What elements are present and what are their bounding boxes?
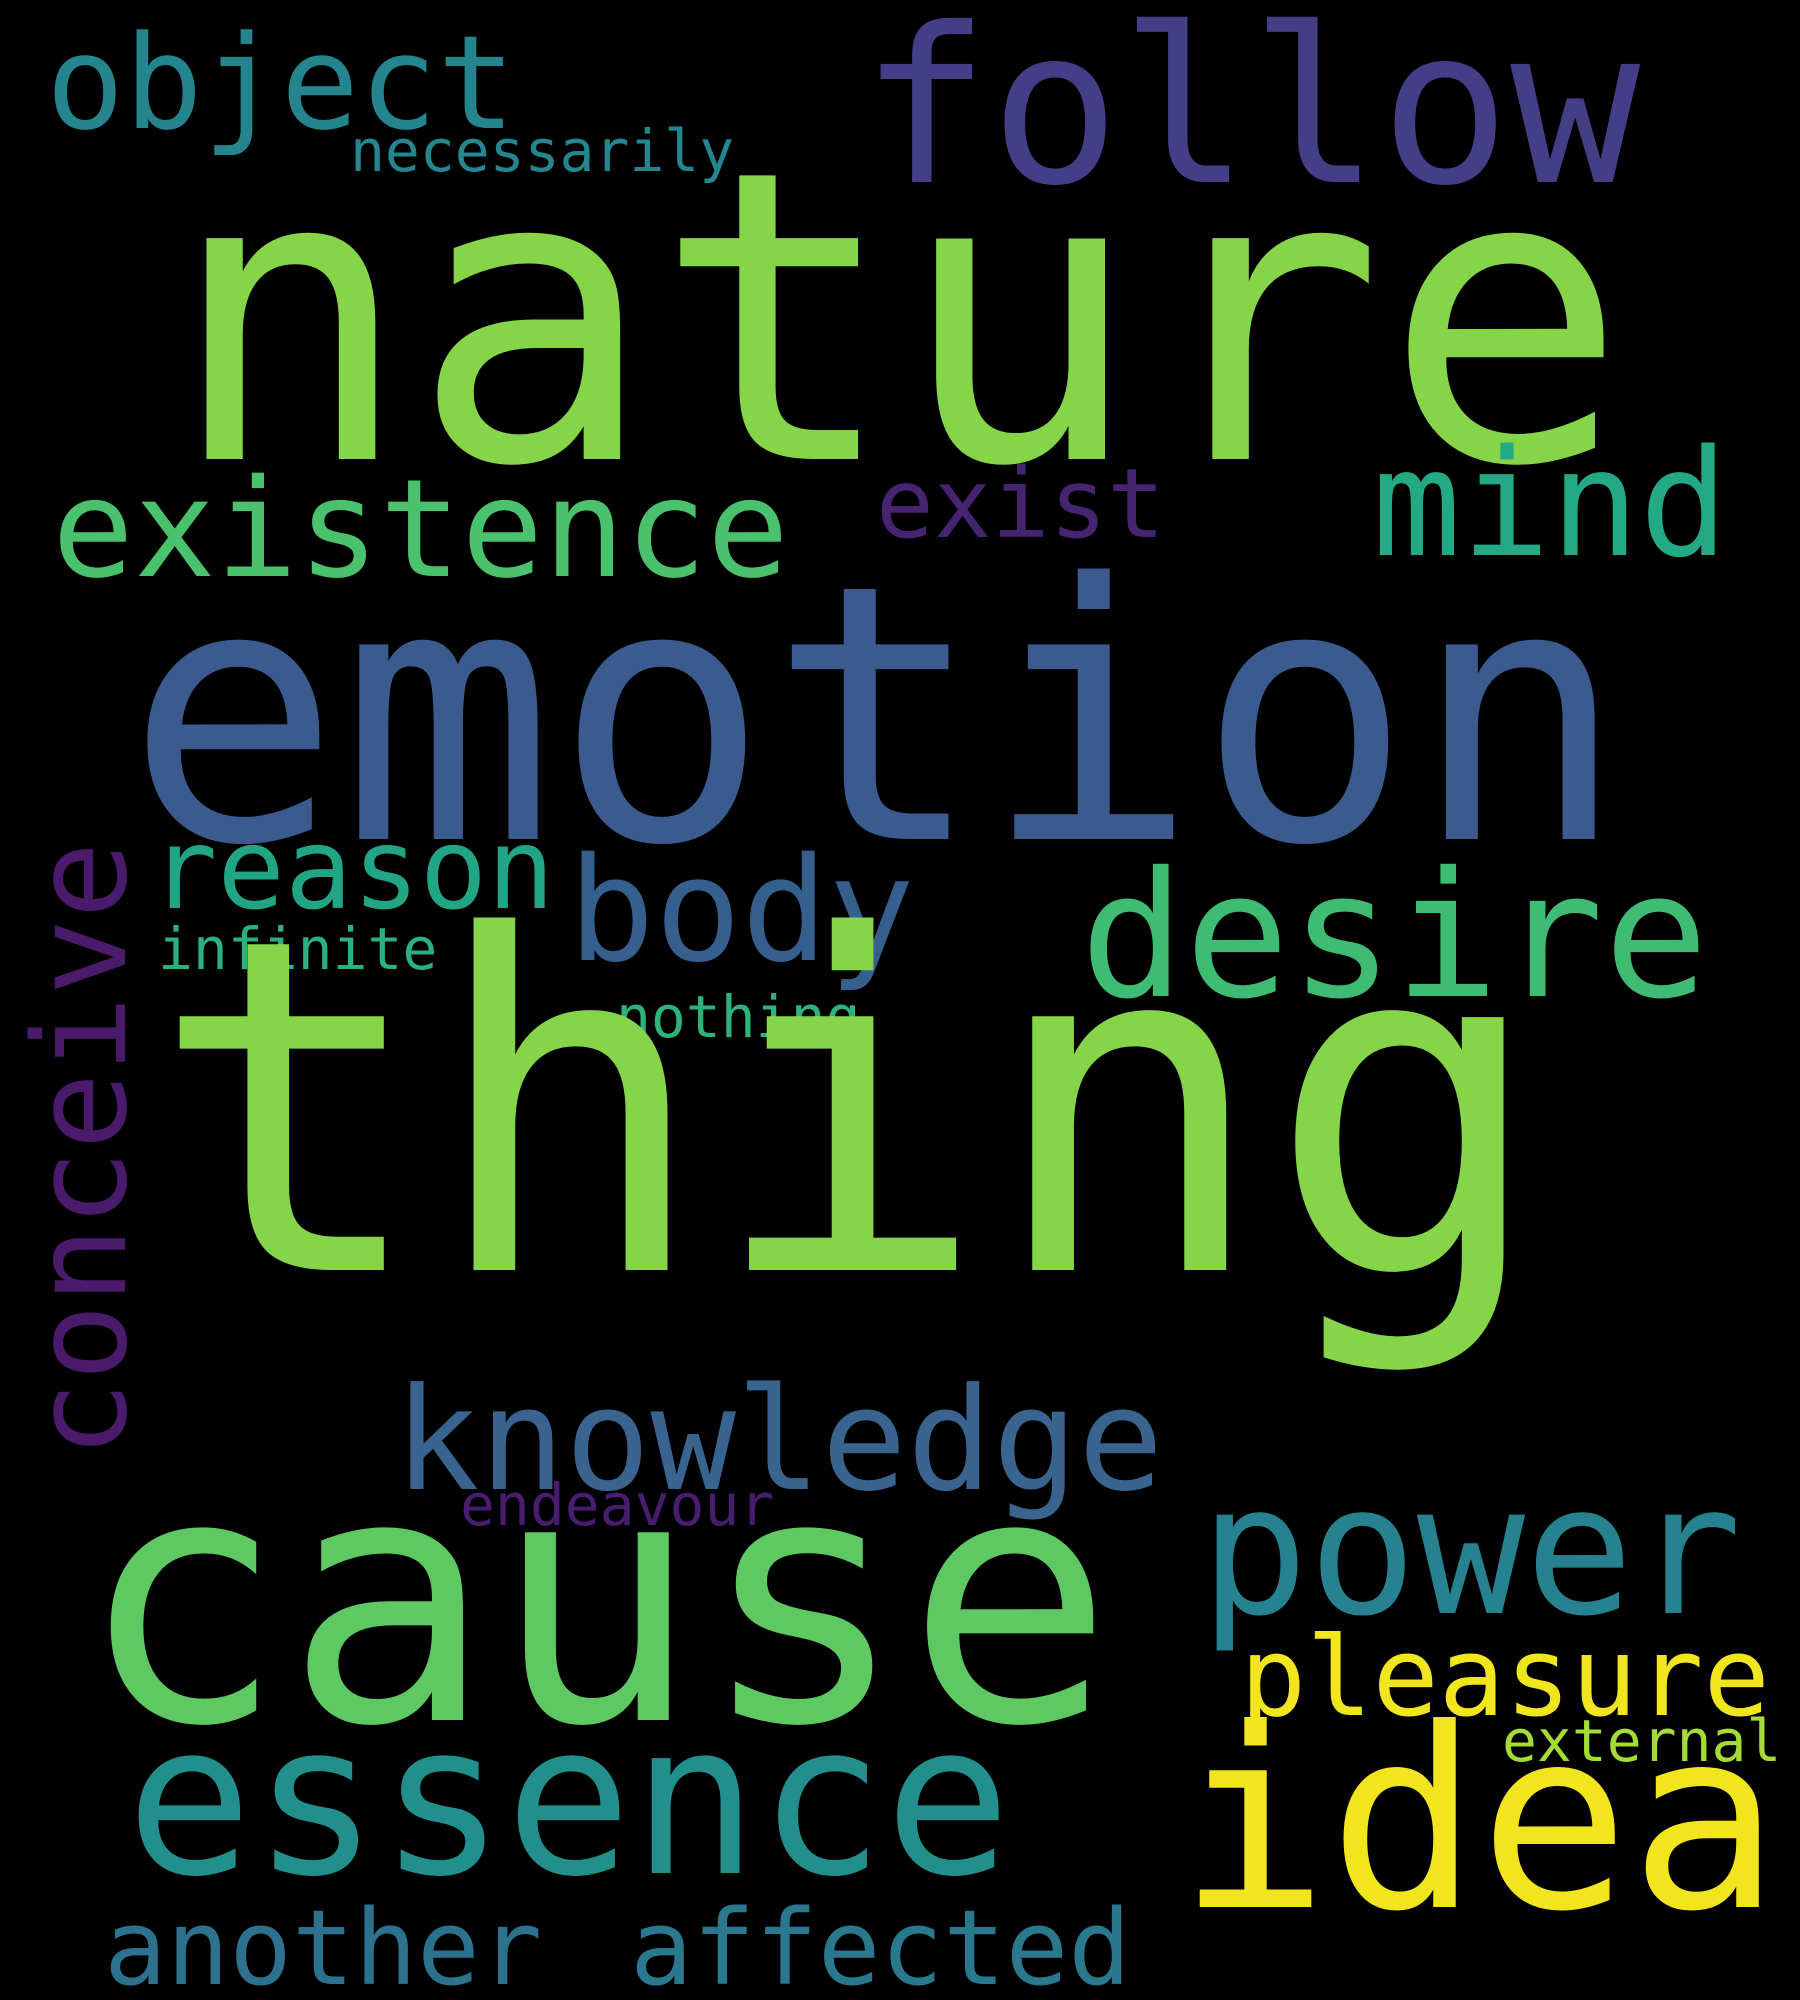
word-essence: essence [126, 1678, 1012, 1923]
word-pleasure: pleasure [1240, 1613, 1770, 1741]
word-external: external [1502, 1707, 1782, 1775]
word-another: another [104, 1887, 543, 2000]
word-endeavour: endeavour [460, 1471, 775, 1539]
word-nature: nature [168, 85, 1628, 555]
word-mind: mind [1372, 418, 1729, 590]
word-idea: idea [1178, 1675, 1781, 1966]
word-thing: thing [150, 840, 1547, 1380]
word-exist: exist [876, 448, 1165, 560]
word-cause: cause [78, 1402, 1114, 1802]
word-object: object [46, 7, 516, 159]
word-power: power [1200, 1447, 1742, 1656]
word-body: body [568, 826, 915, 994]
word-necessarily: necessarily [350, 117, 735, 185]
word-affected: affected [630, 1887, 1131, 2000]
word-conceive: conceive [7, 841, 156, 1459]
word-knowledge: knowledge [394, 1358, 1164, 1523]
word-existence: existence [52, 451, 789, 609]
word-follow: follow [860, 0, 1641, 233]
word-infinite: infinite [158, 915, 438, 983]
word-desire: desire [1080, 835, 1709, 1038]
word-emotion: emotion [126, 509, 1627, 923]
word-reason: reason [150, 805, 555, 935]
word-nothing: nothing [616, 983, 861, 1051]
